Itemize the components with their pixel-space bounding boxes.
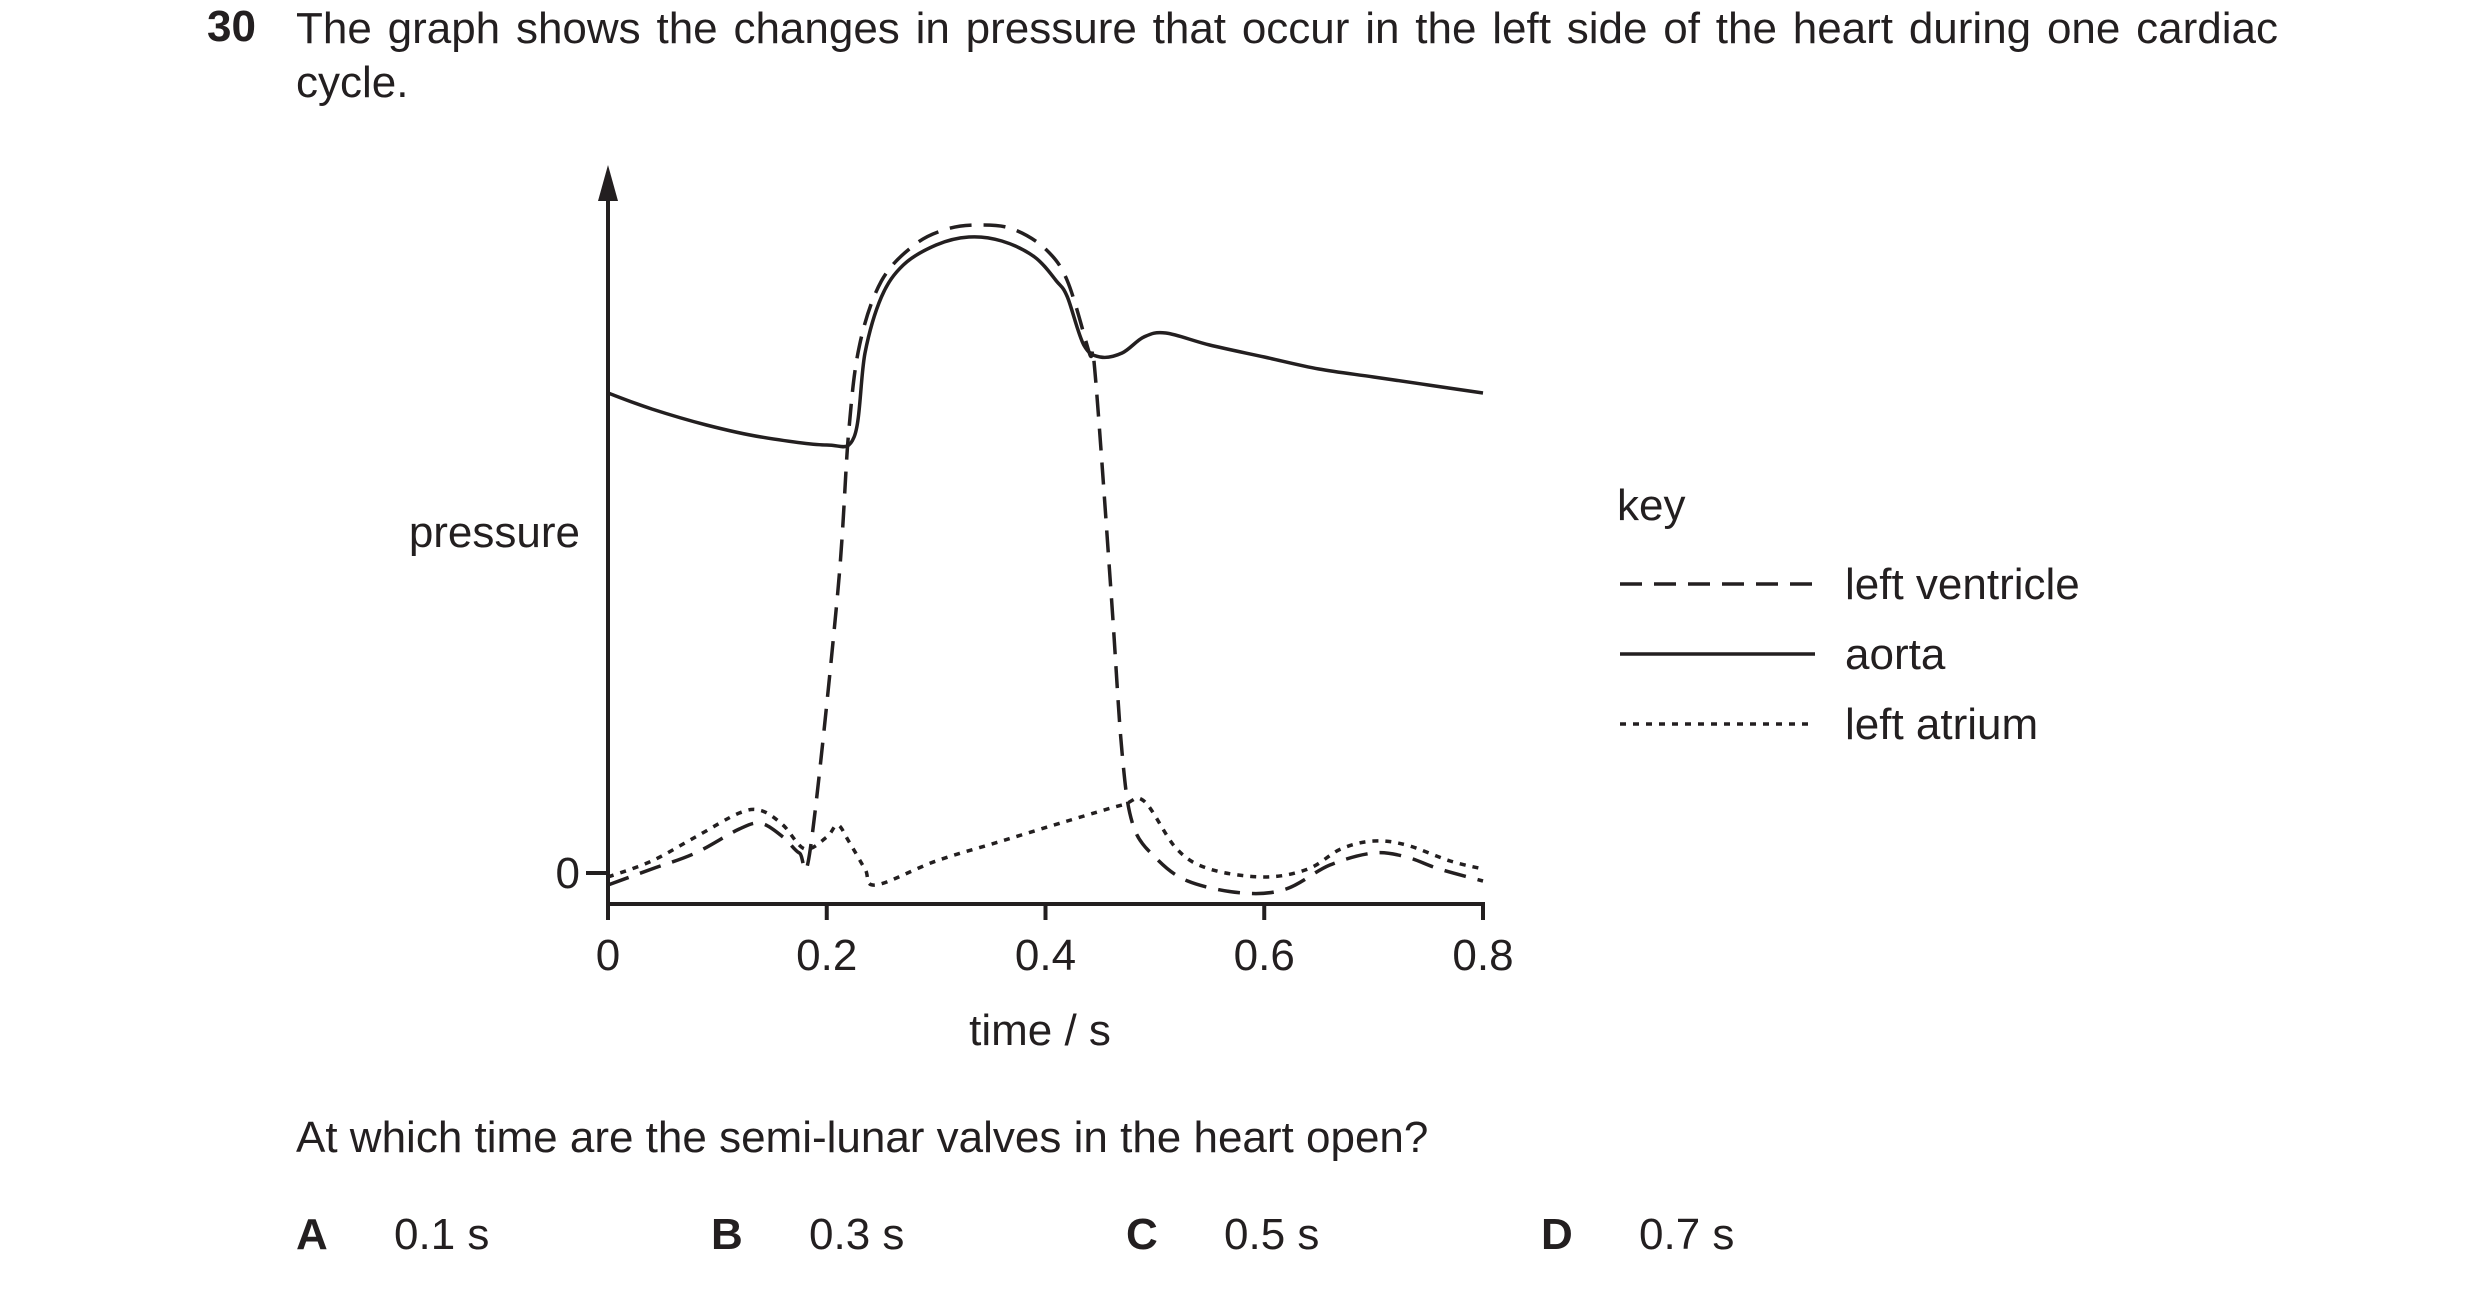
x-tick-label: 0.4 (1015, 931, 1076, 980)
option-d[interactable]: D 0.7 s (1541, 1210, 1734, 1260)
x-tick-label: 0 (596, 931, 620, 980)
option-d-value: 0.7 s (1639, 1210, 1735, 1259)
x-tick-label: 0.8 (1452, 931, 1513, 980)
option-a-letter: A (296, 1210, 328, 1259)
y-tick-label: 0 (556, 849, 580, 898)
series-line-aorta (607, 235, 1484, 449)
y-axis-label: pressure (409, 508, 580, 557)
option-b-letter: B (711, 1210, 743, 1259)
legend-label: left atrium (1845, 700, 2038, 749)
chart-axes: 0 0.2 0.4 0.6 0.8 0 (556, 165, 1514, 980)
legend-label: aorta (1845, 630, 1946, 679)
question-number: 30 (207, 2, 256, 51)
option-c-value: 0.5 s (1224, 1210, 1320, 1259)
chart-series (607, 223, 1484, 896)
x-tick-label: 0.2 (796, 931, 857, 980)
legend-title: key (1617, 481, 1685, 530)
question-prompt: At which time are the semi-lunar valves … (296, 1113, 1429, 1162)
x-axis-label: time / s (969, 1006, 1111, 1055)
chart-legend: key left ventricle aorta left atrium (1617, 481, 2080, 749)
x-tick-label: 0.6 (1234, 931, 1295, 980)
legend-label: left ventricle (1845, 560, 2080, 609)
series-line-left-atrium (607, 796, 1484, 887)
option-c-letter: C (1126, 1210, 1158, 1259)
option-a[interactable]: A 0.1 s (296, 1210, 489, 1260)
option-c[interactable]: C 0.5 s (1126, 1210, 1319, 1260)
question-text: The graph shows the changes in pressure … (296, 4, 2278, 107)
option-a-value: 0.1 s (394, 1210, 490, 1259)
series-line-left-ventricle (607, 223, 1484, 896)
y-axis-arrow-icon (598, 165, 618, 201)
option-b[interactable]: B 0.3 s (711, 1210, 904, 1260)
option-d-letter: D (1541, 1210, 1573, 1259)
option-b-value: 0.3 s (809, 1210, 905, 1259)
